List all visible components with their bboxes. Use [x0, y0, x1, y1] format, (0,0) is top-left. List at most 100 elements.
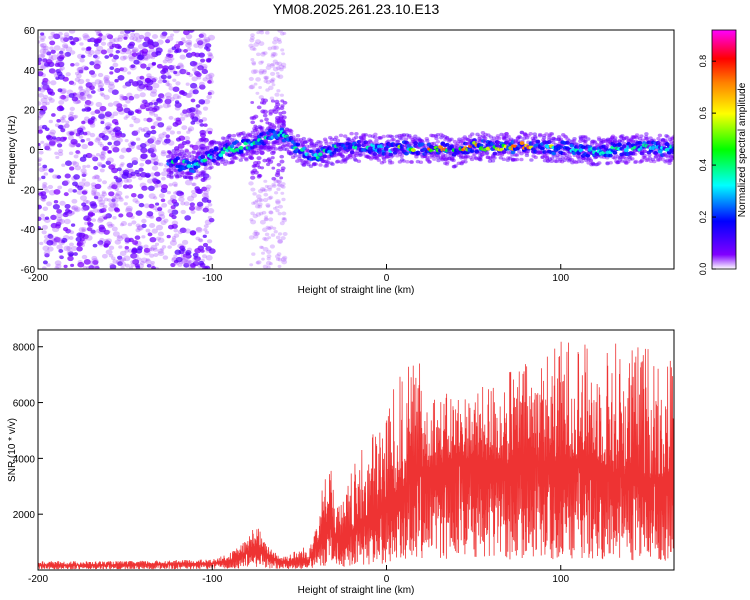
spectrogram-cell: [166, 103, 172, 108]
spectrogram-cell: [91, 188, 98, 193]
spectrogram-cell: [256, 105, 262, 110]
spectrogram-cell: [59, 36, 64, 40]
spectrogram-cell: [128, 56, 136, 62]
spectrogram-cell: [444, 142, 450, 147]
spectrogram-cell: [151, 107, 158, 113]
spectrogram-cell: [180, 254, 187, 259]
spectrogram-cell: [73, 114, 79, 119]
spectrogram-cell: [38, 92, 44, 98]
spectrogram-cell: [612, 150, 618, 155]
spectrogram-cell: [550, 156, 555, 160]
spectrogram-cell: [107, 88, 114, 93]
spectrogram-cell: [528, 132, 533, 136]
spectrogram-cell: [361, 152, 366, 156]
spectrogram-cell: [208, 76, 214, 81]
spectrogram-cell: [64, 179, 70, 185]
spectrogram-cell: [617, 142, 622, 147]
spectrogram-cell: [652, 159, 657, 164]
spectrogram-cell: [117, 37, 123, 42]
spectrogram-cell: [102, 180, 107, 185]
spectrogram-cell: [130, 32, 136, 37]
spectrogram-cell: [91, 258, 99, 264]
spectrogram-x-tick-label: -100: [202, 273, 222, 284]
spectrogram-cell: [93, 263, 99, 268]
spectrogram-cell: [100, 157, 105, 161]
spectrogram-cell: [147, 147, 155, 154]
spectrogram-cell: [139, 162, 145, 167]
spectrogram-cell: [128, 111, 133, 116]
spectrogram-cell: [151, 228, 158, 234]
spectrogram-cell: [124, 81, 132, 87]
spectrogram-cell: [297, 156, 302, 161]
spectrogram-cell: [435, 153, 441, 158]
spectrogram-cell: [201, 186, 208, 192]
spectrogram-cell: [189, 202, 195, 207]
spectrogram-cell: [182, 39, 187, 44]
spectrogram-cell: [124, 263, 130, 268]
spectrogram-cell: [280, 99, 285, 103]
spectrogram-cell: [108, 201, 116, 208]
spectrogram-cell: [167, 245, 172, 249]
spectrogram-cell: [99, 154, 106, 160]
spectrogram-cell: [318, 140, 323, 145]
spectrogram-cell: [204, 175, 212, 181]
spectrogram-cell: [62, 136, 68, 141]
spectrogram-cell: [93, 156, 98, 161]
spectrogram-cell: [135, 265, 141, 269]
spectrogram-cell: [207, 52, 213, 57]
spectrogram-cell: [112, 146, 120, 153]
spectrogram-cell: [68, 36, 74, 41]
spectrogram-cell: [281, 52, 286, 56]
spectrogram-cell: [265, 260, 272, 266]
spectrogram-cell: [124, 47, 131, 52]
spectrogram-cell: [148, 137, 155, 143]
spectrogram-cell: [102, 145, 109, 151]
spectrogram-cell: [90, 229, 97, 235]
spectrogram-cell: [94, 49, 102, 55]
spectrogram-cell: [373, 132, 378, 137]
spectrogram-cell: [540, 146, 545, 151]
spectrogram-cell: [111, 181, 116, 185]
spectrogram-cell: [179, 193, 185, 198]
spectrogram-cell: [80, 139, 85, 143]
spectrogram-cell: [158, 211, 165, 217]
spectrogram-cell: [117, 261, 123, 266]
spectrogram-cell: [52, 136, 57, 140]
spectrogram-cell: [111, 89, 119, 96]
spectrogram-cell: [131, 130, 139, 136]
spectrogram-cell: [167, 75, 172, 79]
spectrogram-cell: [165, 127, 172, 132]
spectrogram-cell: [57, 74, 65, 80]
spectrogram-cell: [260, 60, 265, 64]
spectrogram-cell: [114, 132, 122, 138]
spectrogram-cell: [642, 149, 648, 154]
spectrogram-cell: [155, 236, 162, 241]
spectrogram-cell: [187, 195, 195, 202]
spectrogram-cell: [81, 206, 87, 212]
spectrogram-cell: [38, 177, 42, 181]
spectrogram-cell: [165, 71, 170, 75]
spectrogram-cell: [40, 60, 48, 66]
spectrogram-cell: [108, 191, 115, 197]
spectrogram-cell: [266, 185, 273, 190]
spectrogram-cell: [279, 127, 285, 132]
spectrogram-cell: [58, 31, 63, 36]
spectrogram-cell: [639, 159, 644, 163]
spectrogram-cell: [278, 64, 285, 70]
spectrogram-cell: [185, 42, 192, 48]
spectrogram-cell: [46, 201, 53, 207]
spectrogram-cell: [47, 234, 54, 239]
spectrogram-cell: [346, 137, 352, 141]
spectrogram-cell: [81, 173, 87, 178]
spectrogram-cell: [363, 133, 368, 137]
spectrogram-cell: [257, 188, 264, 194]
spectrogram-cell: [153, 158, 159, 163]
spectrogram-cell: [166, 53, 171, 58]
spectrogram-cell: [87, 119, 94, 125]
spectrogram-cell: [65, 120, 70, 124]
spectrogram-cell: [43, 83, 50, 90]
spectrogram-cell: [130, 64, 136, 69]
spectrogram-cell: [330, 162, 335, 166]
spectrogram-cell: [155, 216, 162, 222]
